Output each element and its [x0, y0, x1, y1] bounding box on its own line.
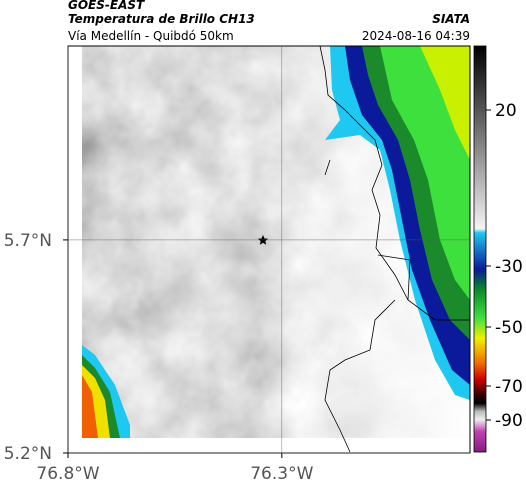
x-tick-label: 76.8°W [36, 464, 99, 484]
colorbar-tick-label: -70 [495, 377, 523, 397]
y-tick-label: 5.7°N [4, 231, 52, 251]
y-tick-label: 5.2°N [4, 444, 52, 464]
timestamp: 2024-08-16 04:39 [362, 29, 470, 43]
satellite-image [82, 46, 470, 438]
product: Temperatura de Brillo CH13 [68, 12, 255, 26]
colorbar-tick-label: -90 [495, 411, 523, 431]
colorbar [473, 45, 487, 453]
colorbar-tick-label: 20 [495, 101, 517, 121]
route: Vía Medellín - Quibdó 50km [68, 29, 234, 43]
org: SIATA [432, 12, 470, 26]
colorbar-tick-label: -50 [495, 318, 523, 338]
source: GOES-EAST [68, 0, 145, 12]
x-tick-label: 76.3°W [250, 464, 313, 484]
colorbar-tick-label: -30 [495, 257, 523, 277]
borders [319, 45, 470, 453]
